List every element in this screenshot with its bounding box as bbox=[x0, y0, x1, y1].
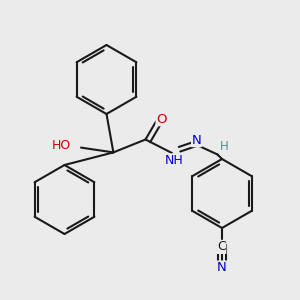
Text: NH: NH bbox=[165, 154, 184, 167]
Text: C: C bbox=[217, 240, 226, 254]
Text: H: H bbox=[220, 140, 229, 154]
Text: O: O bbox=[156, 112, 167, 126]
Text: N: N bbox=[217, 261, 227, 274]
Text: HO: HO bbox=[52, 139, 71, 152]
Text: N: N bbox=[192, 134, 201, 147]
